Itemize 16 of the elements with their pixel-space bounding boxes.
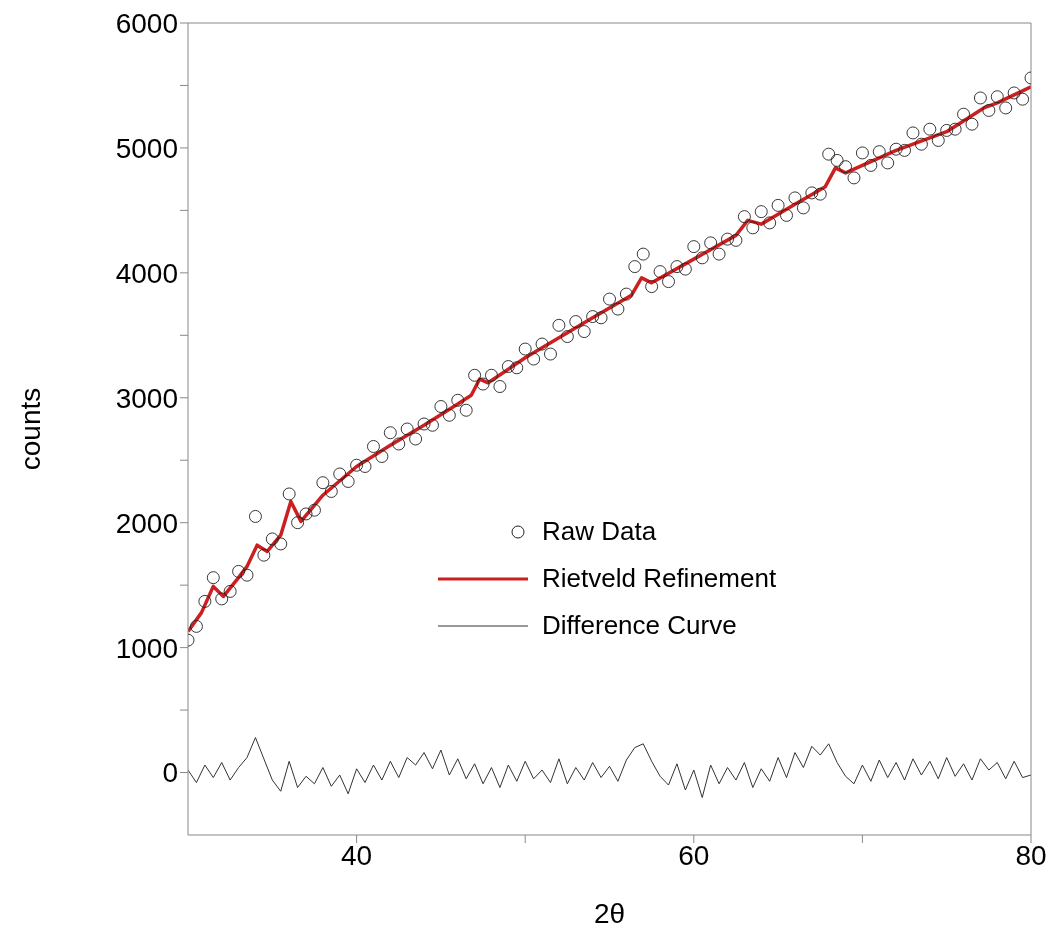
y-tick-label: 4000 xyxy=(115,257,178,289)
x-tick-label: 80 xyxy=(1015,839,1047,871)
y-axis-title: counts xyxy=(14,387,46,471)
y-tick-label: 3000 xyxy=(115,382,178,414)
y-tick-label: 0 xyxy=(162,757,178,789)
x-tick-label: 60 xyxy=(678,839,710,871)
y-tick-label: 2000 xyxy=(115,507,178,539)
y-tick-label: 6000 xyxy=(115,7,178,39)
legend-label: Rietveld Refinement xyxy=(542,562,777,595)
x-axis-title: 2θ xyxy=(593,898,626,929)
legend-label: Raw Data xyxy=(542,515,657,548)
y-tick-label: 5000 xyxy=(115,132,178,164)
legend-label: Difference Curve xyxy=(542,609,737,642)
x-tick-label: 40 xyxy=(341,839,373,871)
line-series xyxy=(188,737,1031,799)
y-tick-label: 1000 xyxy=(115,632,178,664)
